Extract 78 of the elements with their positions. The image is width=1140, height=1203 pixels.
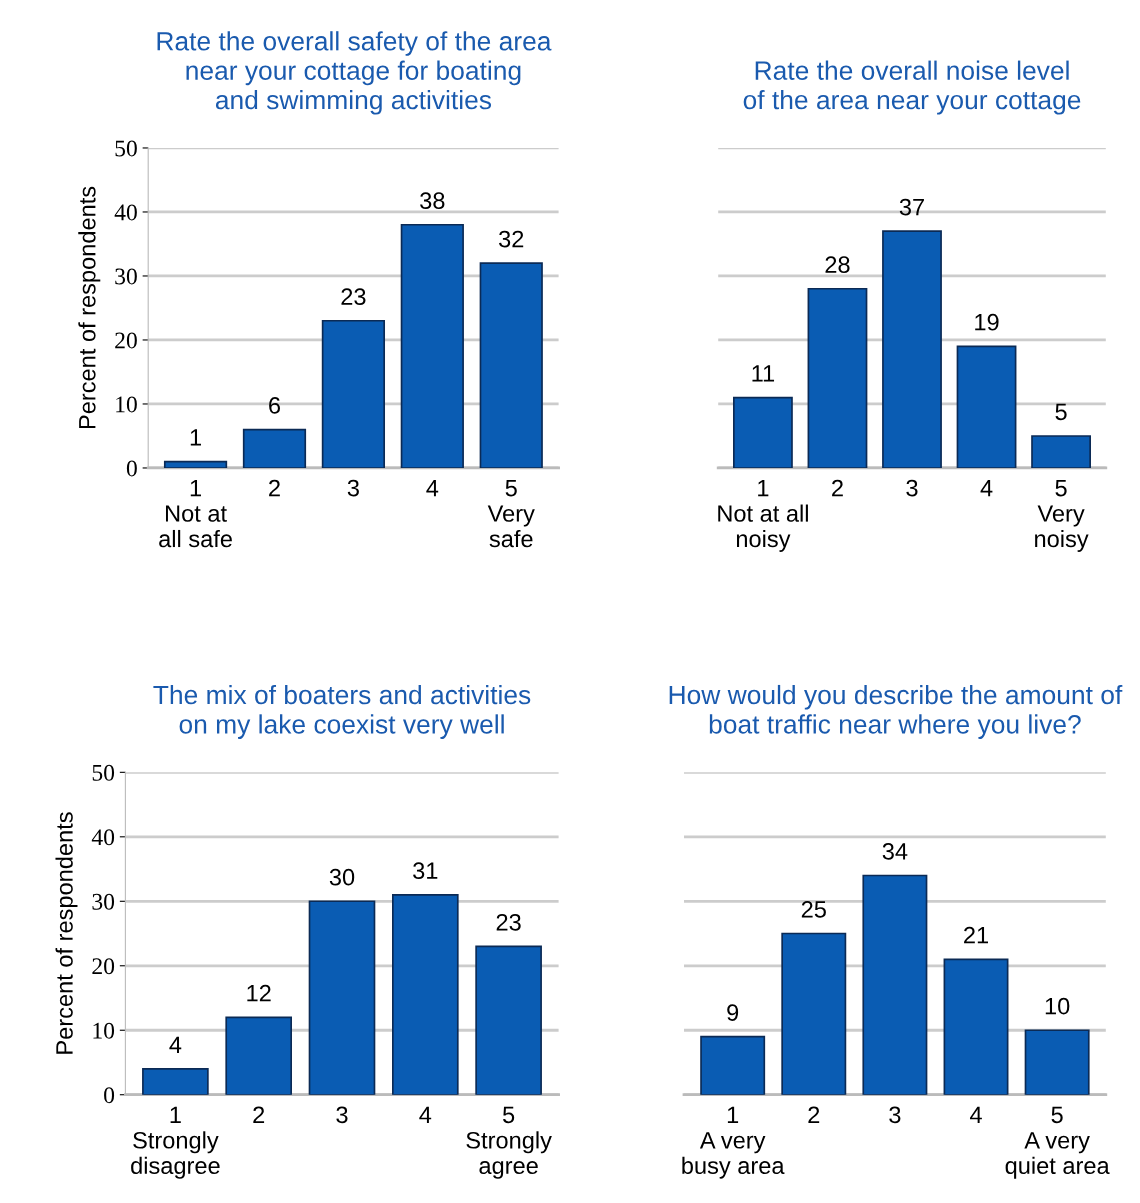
- data-label: 19: [975, 313, 999, 331]
- data-label: 28: [825, 256, 850, 273]
- bar: [308, 900, 376, 1095]
- bar: [1031, 435, 1091, 468]
- bar: [781, 932, 847, 1095]
- data-label: 21: [964, 926, 988, 944]
- x-tick-label: 1 Strongly disagree: [131, 1106, 220, 1179]
- data-label: 23: [341, 288, 366, 305]
- data-label: 4: [169, 1036, 182, 1053]
- chart-title: The mix of boaters and activities on my lake coexist very well: [153, 684, 531, 739]
- data-label: 5: [1055, 403, 1067, 421]
- data-label: 1: [190, 429, 201, 446]
- x-tick-label: 3: [336, 1106, 348, 1124]
- x-tick-label: 2: [832, 479, 843, 497]
- y-axis-title: Percent of respondents: [55, 812, 78, 1054]
- data-label: 30: [329, 868, 355, 886]
- y-tick-label: 10: [93, 1022, 115, 1039]
- bar: [163, 460, 228, 468]
- data-label: 12: [247, 984, 271, 1002]
- x-tick-label: 4: [969, 1106, 982, 1123]
- x-tick-label: 2: [808, 1106, 820, 1123]
- y-tick-label: 30: [115, 268, 137, 285]
- y-tick-label: 20: [92, 958, 115, 975]
- bar: [1024, 1029, 1090, 1095]
- y-tick-label: 40: [91, 829, 115, 846]
- x-tick-label: 4: [419, 1106, 432, 1123]
- chart-title: Rate the overall noise level of the area near your cottage: [743, 60, 1081, 115]
- bar: [400, 223, 464, 468]
- data-label: 38: [420, 192, 445, 209]
- data-label: 32: [499, 230, 524, 248]
- data-label: 31: [413, 862, 438, 880]
- x-tick-label: 3: [906, 479, 918, 497]
- bar: [142, 1068, 209, 1095]
- bar: [700, 1035, 766, 1095]
- x-tick-label: 3: [889, 1106, 901, 1124]
- y-tick-label: 20: [115, 332, 137, 349]
- y-axis-title: Percent of respondents: [78, 186, 101, 429]
- x-tick-label: 4: [980, 479, 993, 497]
- data-label: 10: [1045, 997, 1070, 1015]
- bar: [225, 1016, 293, 1095]
- y-tick-label: 30: [92, 893, 115, 910]
- bar: [479, 262, 543, 468]
- bar: [733, 396, 793, 468]
- chart-title: Rate the overall safety of the area near your cottage for boating and swimming activities: [157, 31, 552, 115]
- x-tick-label: 2: [269, 479, 280, 497]
- bar: [475, 945, 542, 1095]
- data-label: 11: [752, 365, 775, 382]
- bar: [882, 230, 942, 468]
- y-tick-label: 50: [92, 764, 115, 781]
- x-tick-label: 4: [426, 479, 439, 497]
- data-label: 25: [801, 901, 826, 918]
- y-tick-label: 0: [104, 1087, 115, 1104]
- x-tick-label: 1 Not at all noisy: [718, 479, 808, 552]
- x-tick-label: 1 A very busy area: [682, 1106, 785, 1179]
- bar: [956, 345, 1017, 468]
- bar: [242, 428, 307, 468]
- x-tick-label: 5 Very safe: [487, 479, 535, 548]
- x-tick-label: 2: [253, 1106, 265, 1123]
- x-tick-label: 5 Very noisy: [1035, 479, 1089, 552]
- chart-title: How would you describe the amount of boat traffic near where you live?: [669, 684, 1123, 739]
- bar: [391, 894, 459, 1095]
- data-label: 34: [882, 843, 908, 860]
- bar: [862, 874, 928, 1095]
- data-label: 6: [269, 397, 281, 414]
- bar: [943, 958, 1009, 1095]
- x-tick-label: 1 Not at all safe: [159, 479, 232, 548]
- y-tick-label: 50: [115, 140, 137, 157]
- y-tick-label: 40: [114, 204, 137, 221]
- bar: [321, 319, 386, 468]
- x-tick-label: 5 A very quiet area: [1005, 1106, 1110, 1179]
- y-tick-label: 0: [126, 460, 137, 477]
- data-label: 9: [727, 1004, 739, 1021]
- data-label: 23: [496, 913, 521, 931]
- bar: [807, 287, 868, 468]
- data-label: 37: [899, 198, 924, 216]
- x-tick-label: 5 Strongly agree: [466, 1106, 552, 1179]
- x-tick-label: 3: [347, 479, 359, 497]
- y-tick-label: 10: [116, 396, 137, 413]
